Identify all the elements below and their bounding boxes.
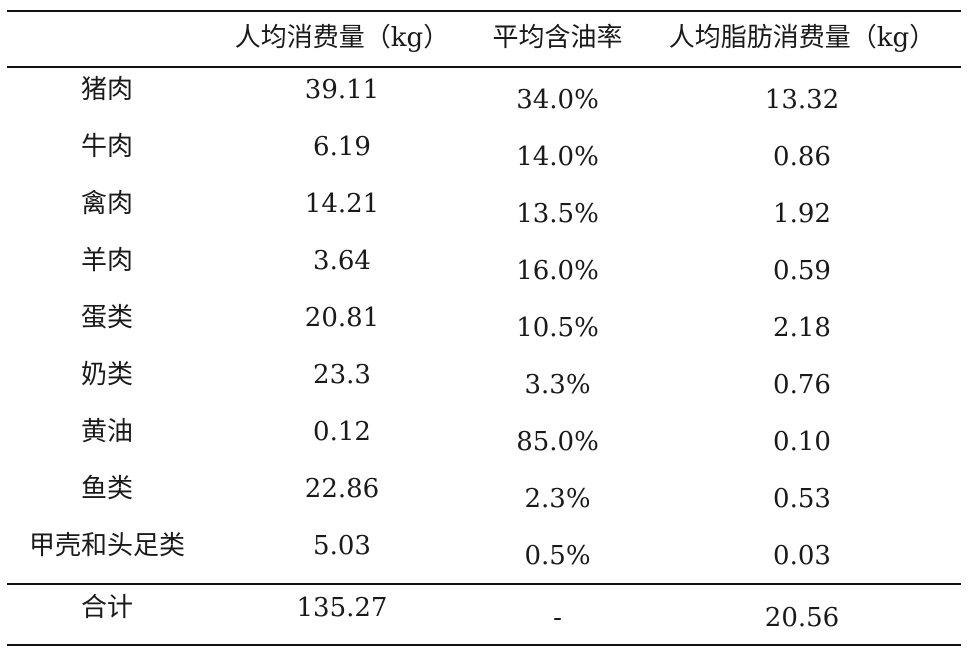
total-rule	[7, 583, 961, 585]
table-row: 奶类 23.3 3.3% 0.76	[7, 353, 961, 400]
row-consumption: 5.03	[313, 531, 371, 561]
table-row: 甲壳和头足类 5.03 0.5% 0.03	[7, 524, 961, 571]
total-name: 合计	[80, 593, 133, 623]
row-fat: 0.76	[773, 370, 831, 400]
header-cell-consumption: 人均消费量（kg）	[234, 23, 450, 53]
row-consumption: 39.11	[304, 75, 380, 105]
row-name: 甲壳和头足类	[28, 531, 185, 561]
header-cell-fat: 人均脂肪消费量（kg）	[668, 23, 936, 53]
row-oil-rate: 0.5%	[524, 541, 591, 571]
row-oil-rate: 10.5%	[516, 313, 599, 343]
row-consumption: 14.21	[304, 189, 380, 219]
row-consumption: 23.3	[313, 360, 371, 390]
header-row: 人均消费量（kg） 平均含油率 人均脂肪消费量（kg）	[7, 16, 961, 60]
row-consumption: 0.12	[313, 417, 371, 447]
row-fat: 13.32	[764, 85, 840, 115]
row-consumption: 20.81	[304, 303, 380, 333]
header-rule	[7, 66, 961, 68]
row-oil-rate: 14.0%	[516, 142, 599, 172]
fat-consumption-table: 人均消费量（kg） 平均含油率 人均脂肪消费量（kg） 猪肉 39.11 34.…	[7, 10, 961, 650]
table-row: 牛肉 6.19 14.0% 0.86	[7, 125, 961, 172]
row-oil-rate: 13.5%	[516, 199, 599, 229]
row-name: 鱼类	[80, 474, 133, 504]
row-fat: 0.86	[773, 142, 831, 172]
row-fat: 0.03	[773, 541, 831, 571]
row-name: 蛋类	[80, 303, 133, 333]
row-consumption: 6.19	[313, 132, 371, 162]
row-oil-rate: 2.3%	[524, 484, 591, 514]
table-row: 鱼类 22.86 2.3% 0.53	[7, 467, 961, 514]
table-row: 黄油 0.12 85.0% 0.10	[7, 410, 961, 457]
row-fat: 0.53	[773, 484, 831, 514]
row-fat: 0.10	[773, 427, 831, 457]
row-oil-rate: 16.0%	[516, 256, 599, 286]
top-rule	[7, 10, 961, 12]
table-row: 羊肉 3.64 16.0% 0.59	[7, 239, 961, 286]
row-name: 羊肉	[80, 246, 133, 276]
bottom-rule	[7, 644, 961, 646]
row-name: 禽肉	[80, 189, 133, 219]
row-name: 牛肉	[80, 132, 133, 162]
row-consumption: 3.64	[313, 246, 371, 276]
header-cell-oil-rate: 平均含油率	[492, 23, 623, 53]
row-fat: 2.18	[773, 313, 831, 343]
row-consumption: 22.86	[304, 474, 380, 504]
row-fat: 0.59	[773, 256, 831, 286]
table-row: 蛋类 20.81 10.5% 2.18	[7, 296, 961, 343]
row-name: 奶类	[80, 360, 133, 390]
row-oil-rate: 3.3%	[524, 370, 591, 400]
total-row: 合计 135.27 - 20.56	[7, 586, 961, 633]
table-row: 猪肉 39.11 34.0% 13.32	[7, 68, 961, 115]
row-fat: 1.92	[773, 199, 831, 229]
row-name: 猪肉	[80, 75, 133, 105]
table-row: 禽肉 14.21 13.5% 1.92	[7, 182, 961, 229]
row-oil-rate: 85.0%	[516, 427, 599, 457]
total-oil-rate: -	[553, 603, 562, 633]
header-cell-item	[7, 16, 207, 60]
total-fat: 20.56	[764, 603, 840, 633]
row-name: 黄油	[80, 417, 133, 447]
total-consumption: 135.27	[296, 593, 388, 623]
row-oil-rate: 34.0%	[516, 85, 599, 115]
